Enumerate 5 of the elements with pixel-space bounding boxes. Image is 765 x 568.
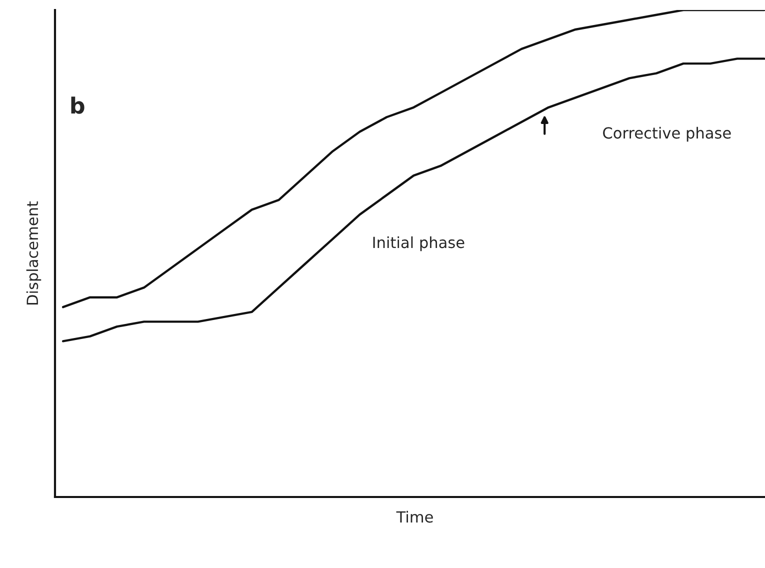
- annotation: Initial phase: [373, 236, 464, 252]
- y-axis-title: Displacement: [26, 201, 42, 305]
- annotation: Corrective phase: [603, 126, 731, 142]
- x-axis-title: Time: [396, 510, 433, 523]
- annotation: b: [71, 96, 84, 114]
